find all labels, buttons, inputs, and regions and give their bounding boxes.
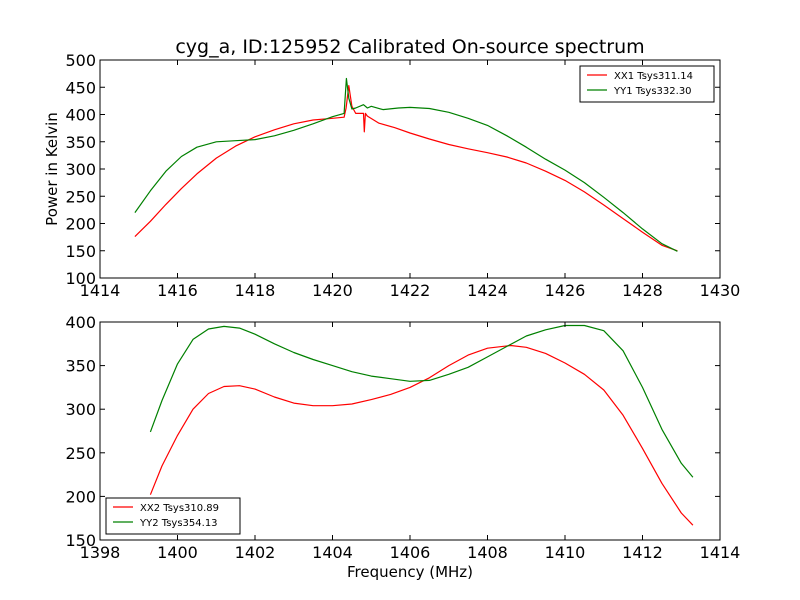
bottom-panel: 1398 1400 1402 1404 1406 1408 1410 1412 1414 150 2…	[65, 313, 740, 581]
x-tick-label-1-7: 1412	[622, 543, 663, 562]
legend-label-1-1: YY2 Tsys354.13	[139, 518, 218, 529]
y-tick-label-0-2: 200	[65, 215, 96, 234]
series-line-0-1	[134, 77, 678, 252]
y-tick-label-1-5: 400	[65, 313, 96, 332]
top-panel: 1414 1416 1418 1420 1422 1424 1426 1428 1430 100 1…	[43, 51, 740, 300]
legend-box-1	[105, 497, 241, 535]
x-tick-label-1-8: 1414	[700, 543, 741, 562]
y-tick-label-0-5: 350	[65, 133, 96, 152]
y-tick-label-0-6: 400	[65, 106, 96, 125]
x-tick-label-0-0: 1414	[80, 281, 121, 300]
x-tick-label-1-5: 1408	[467, 543, 508, 562]
legend-label-0-0: XX1 Tsys311.14	[614, 71, 693, 82]
y-tick-label-0-4: 300	[65, 160, 96, 179]
x-tick-label-0-2: 1418	[235, 281, 276, 300]
x-tick-label-1-1: 1400	[157, 543, 198, 562]
x-tick-label-0-6: 1426	[545, 281, 586, 300]
x-tick-label-1-6: 1410	[545, 543, 586, 562]
legend-label-0-1: YY1 Tsys332.30	[613, 86, 692, 97]
y-tick-label-0-3: 250	[65, 187, 96, 206]
x-axis-label-1: Frequency (MHz)	[347, 563, 473, 581]
y-tick-label-1-0: 150	[65, 531, 96, 550]
y-tick-label-1-1: 200	[65, 487, 96, 506]
figure-title: cyg_a, ID:125952 Calibrated On-source sp…	[175, 36, 644, 58]
y-axis-label-0: Power in Kelvin	[43, 112, 61, 226]
x-tick-label-0-1: 1416	[157, 281, 198, 300]
legend-label-1-0: XX2 Tsys310.89	[140, 503, 219, 514]
legend-box-0	[579, 65, 715, 103]
x-tick-label-0-5: 1424	[467, 281, 508, 300]
y-tick-label-1-3: 300	[65, 400, 96, 419]
x-tick-label-0-8: 1430	[700, 281, 741, 300]
series-line-1-0	[149, 344, 694, 526]
x-tick-label-1-3: 1404	[312, 543, 353, 562]
x-tick-label-1-2: 1402	[235, 543, 276, 562]
series-line-0-0	[134, 84, 678, 252]
x-tick-label-0-4: 1422	[390, 281, 431, 300]
y-tick-label-0-8: 500	[65, 51, 96, 70]
y-tick-label-0-1: 150	[65, 242, 96, 261]
series-line-1-1	[149, 324, 694, 478]
x-tick-label-0-7: 1428	[622, 281, 663, 300]
x-tick-label-1-4: 1406	[390, 543, 431, 562]
x-tick-label-0-3: 1420	[312, 281, 353, 300]
y-tick-label-1-2: 250	[65, 444, 96, 463]
y-tick-label-0-7: 450	[65, 78, 96, 97]
y-tick-label-0-0: 100	[65, 269, 96, 288]
x-tick-label-1-0: 1398	[80, 543, 121, 562]
y-tick-label-1-4: 350	[65, 357, 96, 376]
